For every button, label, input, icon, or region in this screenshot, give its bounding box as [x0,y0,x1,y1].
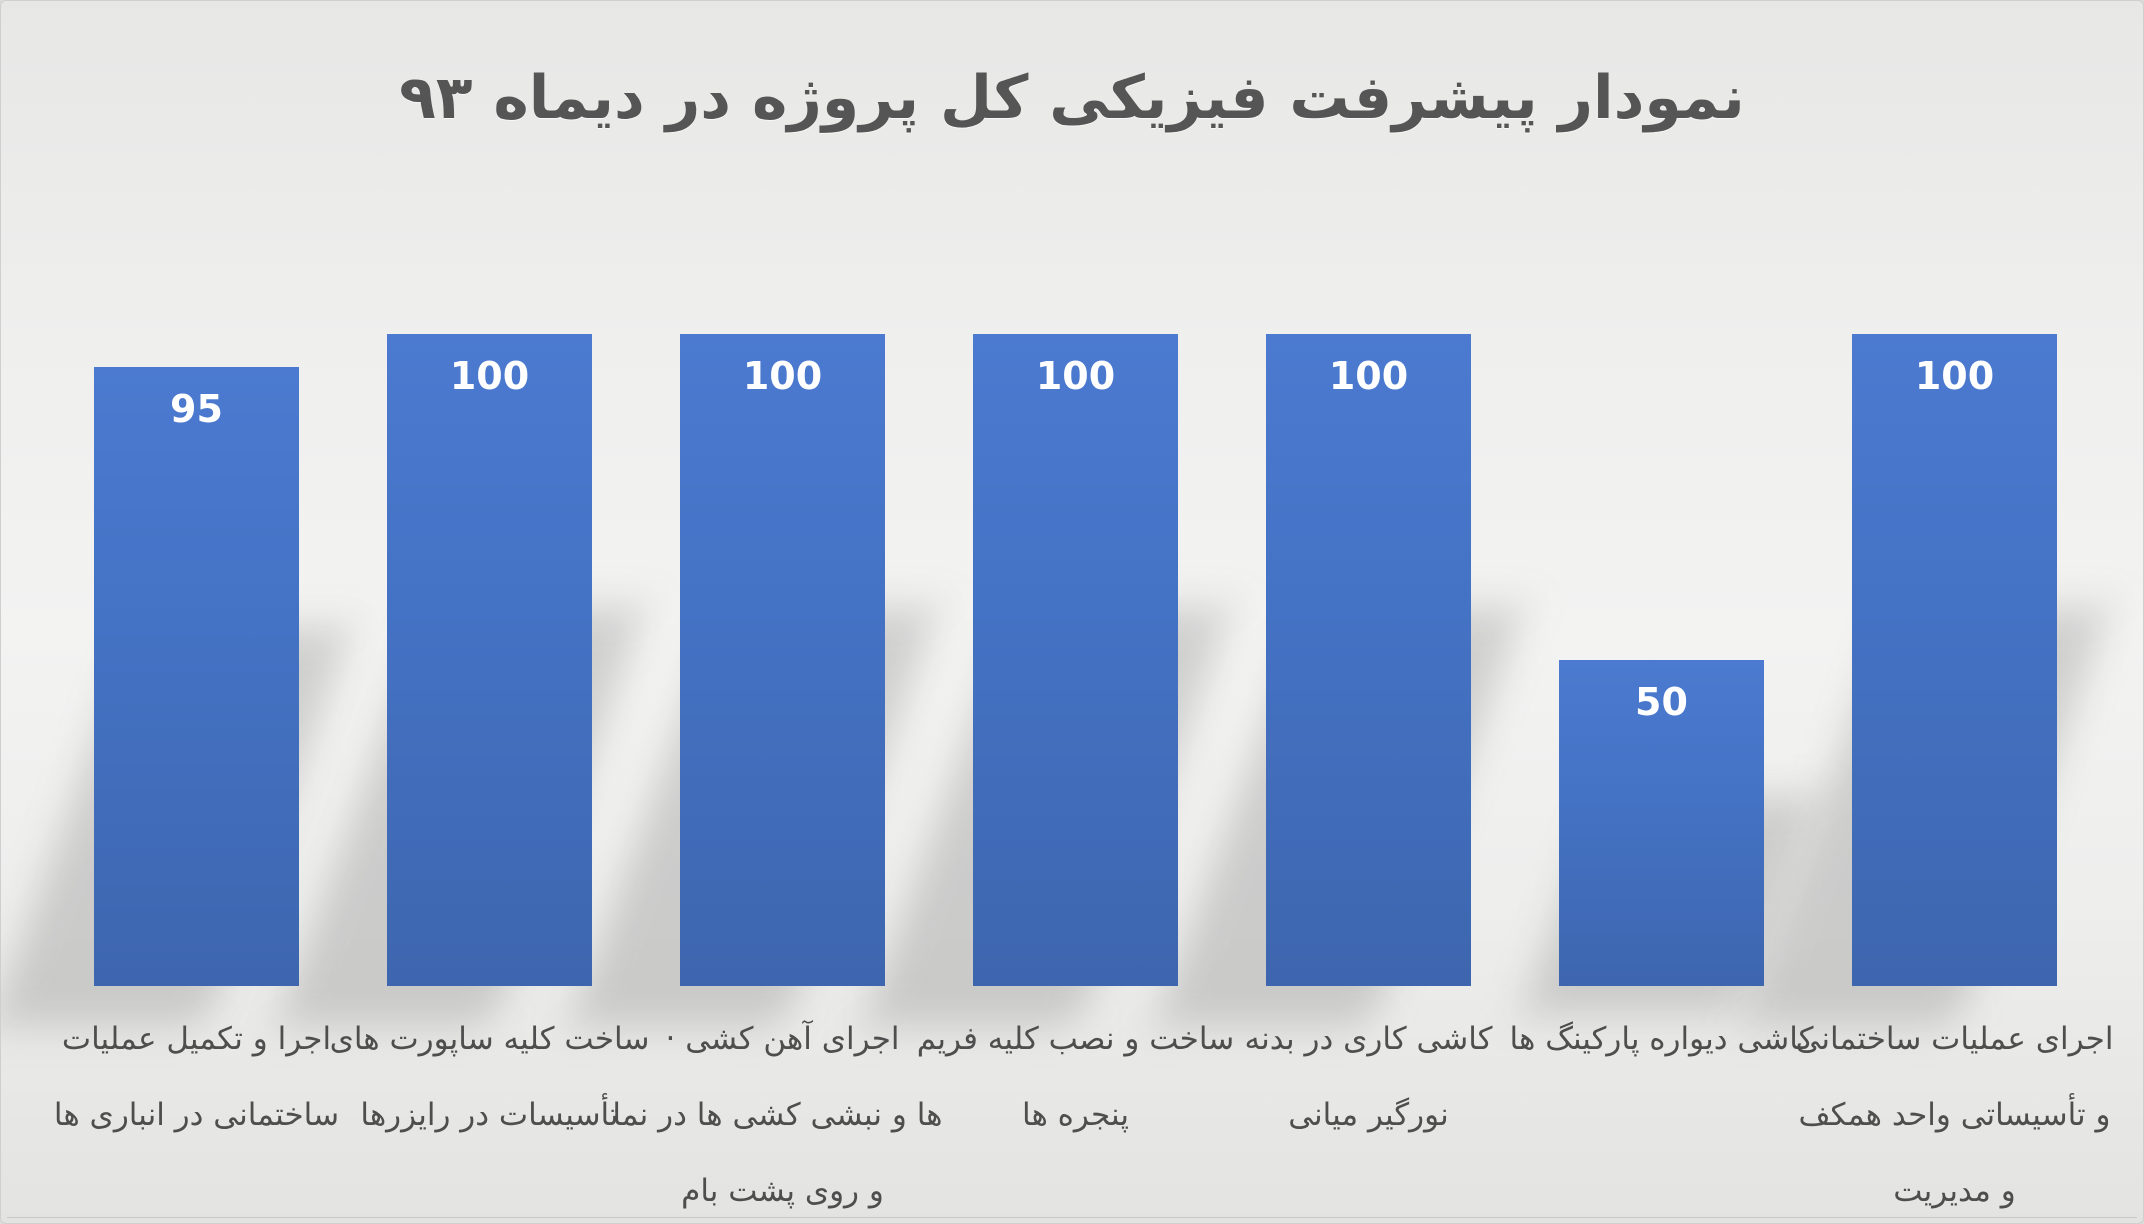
category-label-line: و مدیریت [1893,1173,2016,1209]
category-label-line: اجرای عملیات ساختمانی [1795,1021,2114,1057]
chart-title: نمودار پیشرفت فیزیکی کل پروژه در دیماه ۹… [399,63,1745,134]
bar: 50 [1559,660,1764,986]
category-label-line: اجرای آهن کشی · [665,1021,900,1057]
bar: 100 [387,334,592,986]
bar: 100 [973,334,1178,986]
bar-value-label: 100 [449,354,530,398]
category-label: کاشی کاری در بدنه نورگیر میانی [1209,1001,1529,1153]
bar: 100 [1266,334,1471,986]
slide-bottom-edge [7,1217,2137,1218]
bar: 95 [94,367,299,986]
category-label-line: ساخت و نصب کلیه فریم [916,1021,1235,1057]
category-label-line: نورگیر میانی [1288,1097,1449,1133]
category-label-line: کاشی دیواره پارکینگ ها [1509,1021,1814,1057]
bar-value-label: 95 [170,387,223,431]
bar-value-label: 100 [742,354,823,398]
bar-value-label: 100 [1035,354,1116,398]
category-label: ساخت و نصب کلیه فریم پنجره ها [916,1001,1236,1153]
bar-value-label: 50 [1635,680,1688,724]
category-label-line: و تأسیساتی واحد همکف [1798,1097,2111,1133]
category-label: اجرای آهن کشی · ها و نبشی کشی ها در نما و … [612,1001,943,1223]
category-label: اجرای عملیات ساختمانی و تأسیساتی واحد همک… [1795,1001,2115,1223]
bar-value-label: 100 [1328,354,1409,398]
category-label-line: تأسیسات در رایزرها [360,1097,619,1133]
bar: 100 [680,334,885,986]
category-label-line: ها و نبشی کشی ها در نما [612,1097,943,1133]
bar: 100 [1852,334,2057,986]
category-label: اجرا و تکمیل عملیات ساختمانی در انباری ها [37,1001,357,1153]
category-label: ساخت کلیه ساپورت های تأسیسات در رایزرها [330,1001,650,1153]
category-label-line: پنجره ها [1022,1097,1129,1133]
category-label-line: ساختمانی در انباری ها [53,1097,340,1133]
category-label: کاشی دیواره پارکینگ ها [1502,1001,1822,1077]
category-label-line: ساخت کلیه ساپورت های [329,1021,650,1057]
category-label-line: اجرا و تکمیل عملیات [61,1021,332,1057]
category-label-line: و روی پشت بام [681,1173,884,1209]
category-label-line: کاشی کاری در بدنه [1244,1021,1493,1057]
bar-value-label: 100 [1914,354,1995,398]
